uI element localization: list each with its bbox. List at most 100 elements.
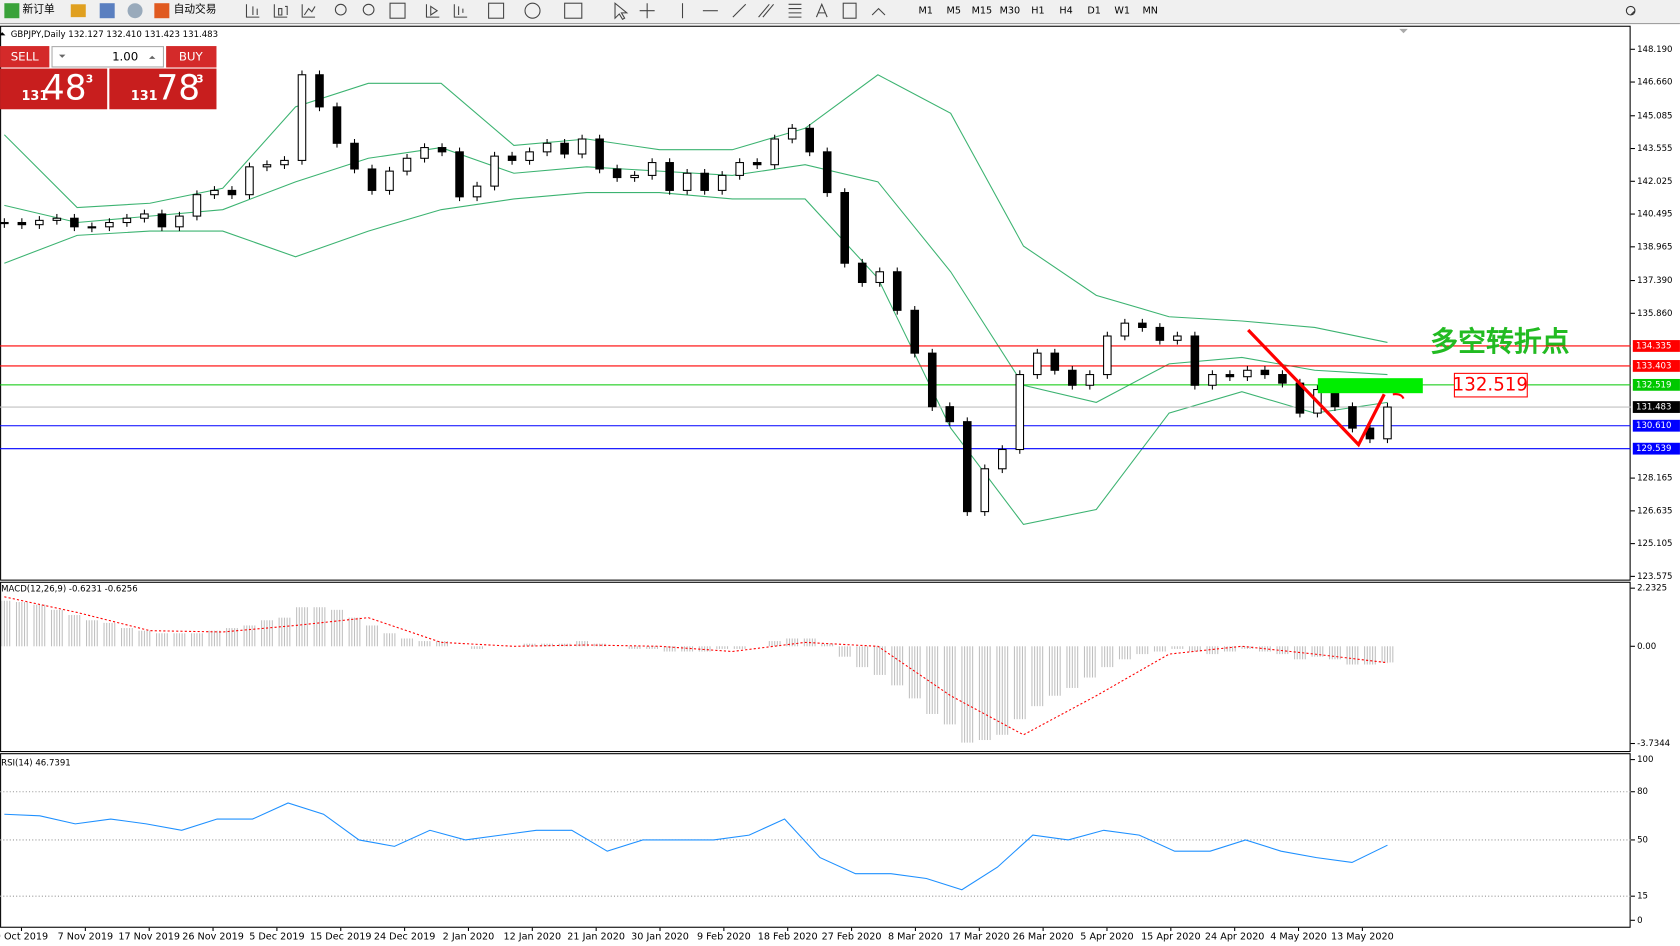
x-tick-label: 27 Feb 2020: [822, 931, 882, 942]
timeframe-button[interactable]: W1: [1114, 6, 1130, 17]
x-tick-label: 4 May 2020: [1270, 931, 1327, 942]
candle: [787, 127, 797, 140]
crosshair-icon[interactable]: [639, 3, 655, 19]
level-tag: [1632, 378, 1680, 391]
candle: [490, 155, 499, 187]
auto-trading-icon[interactable]: [154, 3, 170, 19]
level-tag: [1632, 340, 1680, 352]
channel-icon[interactable]: [758, 3, 774, 18]
level-tag-label: 132.519: [1636, 380, 1671, 390]
tile-icon[interactable]: [389, 2, 406, 19]
timeframe-button[interactable]: M1: [918, 6, 932, 17]
text-icon[interactable]: [815, 2, 828, 18]
timeframe-button[interactable]: MN: [1143, 6, 1159, 17]
buy-price-box[interactable]: [109, 68, 217, 110]
timeframe-button[interactable]: M30: [1000, 6, 1021, 17]
toolbar-icon[interactable]: [127, 3, 143, 19]
zoom-out-icon[interactable]: [362, 3, 375, 16]
cursor-icon[interactable]: [614, 2, 629, 20]
x-tick-label: 21 Jan 2020: [567, 931, 625, 942]
lot-up[interactable]: [148, 55, 156, 59]
x-tick-label: 30 Jan 2020: [631, 931, 689, 942]
timeframe-button[interactable]: M5: [947, 6, 961, 17]
indicator-title: MACD(12,26,9) -0.6231 -0.6256: [1, 585, 138, 595]
line-chart-icon[interactable]: [301, 4, 316, 18]
candle: [980, 468, 990, 513]
buy-price-main: 78: [156, 68, 200, 108]
new-order-button[interactable]: 新订单: [23, 3, 55, 16]
sell-price-box[interactable]: [0, 68, 108, 110]
trendline-icon[interactable]: [732, 3, 747, 18]
level-tag-label: 133.403: [1636, 361, 1671, 371]
toolbar-icon[interactable]: [99, 3, 115, 19]
y-tick-label: 142.025: [1637, 177, 1672, 187]
sell-button[interactable]: [0, 46, 50, 68]
candle: [87, 226, 97, 229]
candle: [507, 155, 517, 161]
timeframe-bar: M1 M5 M15 M30 H1 H4 D1 W1 MN: [918, 6, 1158, 17]
y-tick-label: 145.085: [1637, 111, 1672, 121]
y-tick-label: 0: [1637, 916, 1642, 926]
lot-input[interactable]: [51, 46, 164, 68]
label-icon[interactable]: [842, 2, 857, 19]
indicators-icon[interactable]: [488, 2, 505, 19]
buy-label[interactable]: BUY: [179, 49, 204, 63]
bollinger-band: [4, 147, 1388, 403]
candle: [227, 189, 237, 196]
candle: [682, 172, 692, 191]
shift-icon[interactable]: [453, 4, 468, 18]
x-tick-label: 15 Dec 2019: [310, 931, 371, 942]
candle: [35, 219, 44, 226]
candle: [17, 221, 27, 226]
y-tick-label: 80: [1637, 787, 1648, 797]
y-tick-label: 148.190: [1637, 45, 1672, 55]
timeframe-button[interactable]: M15: [972, 6, 993, 17]
x-tick-label: 18 Feb 2020: [758, 931, 818, 942]
y-tick-label: 126.635: [1637, 506, 1672, 516]
toolbar-icon[interactable]: [70, 4, 86, 18]
zoom-in-icon[interactable]: [334, 3, 347, 16]
candle: [1103, 335, 1112, 376]
fibo-icon[interactable]: [788, 3, 802, 18]
buy-button[interactable]: [166, 46, 217, 68]
candle: [0, 221, 9, 225]
timeframe-button[interactable]: D1: [1087, 6, 1101, 17]
y-tick-label: 138.965: [1637, 242, 1672, 252]
candle: [105, 221, 114, 228]
candle: [840, 192, 850, 264]
candle: [472, 185, 482, 198]
candle: [910, 309, 920, 354]
search-icon[interactable]: [1625, 5, 1636, 16]
candle: [525, 151, 534, 161]
candle: [280, 159, 289, 166]
bar-chart-icon[interactable]: [245, 4, 260, 18]
x-tick-label: 7 Nov 2019: [58, 931, 114, 942]
x-tick-label: 12 Jan 2020: [503, 931, 561, 942]
timeframe-button[interactable]: H4: [1059, 6, 1072, 17]
lot-value[interactable]: 1.00: [112, 49, 138, 63]
auto-trading-button[interactable]: 自动交易: [174, 3, 217, 16]
timeframe-button[interactable]: H1: [1031, 6, 1044, 17]
y-tick-label: 135.860: [1637, 309, 1672, 319]
rsi-line: [4, 802, 1388, 891]
candle: [875, 271, 885, 284]
level-tag-label: 130.610: [1636, 421, 1671, 431]
arrows-icon[interactable]: [871, 7, 886, 16]
candle: [700, 172, 709, 191]
templates-icon[interactable]: [564, 2, 583, 19]
candle: [1348, 406, 1357, 429]
new-order-icon[interactable]: [4, 3, 20, 19]
y-tick-label: 100: [1637, 755, 1653, 765]
sell-label[interactable]: SELL: [11, 49, 39, 63]
sell-price-small: 3: [86, 72, 93, 85]
lot-down[interactable]: [58, 54, 66, 58]
candle: [735, 162, 744, 176]
periods-icon[interactable]: [524, 2, 541, 19]
candle: [892, 271, 902, 311]
candle-chart-icon[interactable]: [273, 4, 288, 18]
scroll-icon[interactable]: [425, 4, 440, 18]
candle: [402, 157, 412, 172]
level-tag: [1632, 401, 1680, 413]
